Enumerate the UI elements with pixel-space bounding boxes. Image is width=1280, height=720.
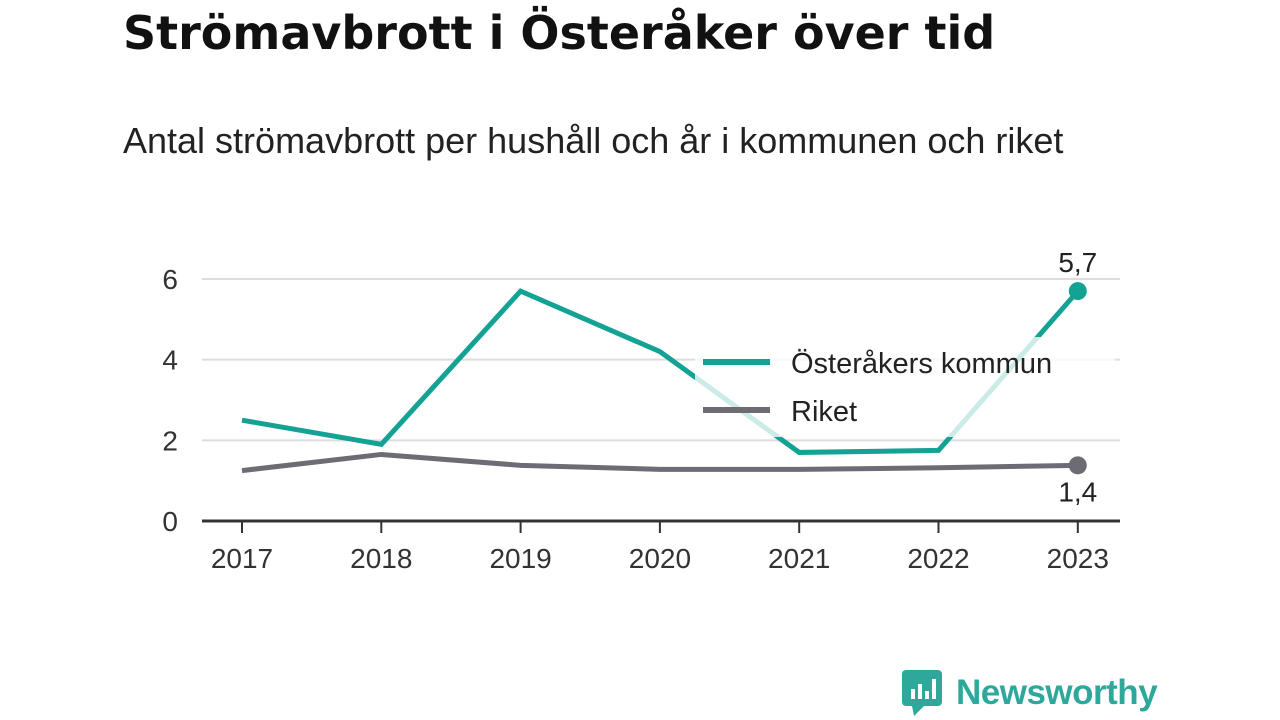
- chart-subtitle: Antal strömavbrott per hushåll och år i …: [123, 120, 1064, 161]
- legend-background: [695, 337, 1115, 437]
- end-marker: [1068, 456, 1087, 475]
- brand-name: Newsworthy: [956, 673, 1158, 712]
- x-tick-label: 2018: [350, 543, 412, 574]
- y-tick-label: 4: [162, 345, 178, 376]
- end-marker: [1068, 282, 1087, 301]
- chart-title: Strömavbrott i Österåker över tid: [123, 6, 996, 60]
- x-axis: 2017 2018 2019 2020 2021 2022 2023: [202, 519, 1120, 574]
- y-axis-ticks: 0 2 4 6: [162, 264, 178, 537]
- legend-label: Riket: [791, 396, 857, 428]
- y-tick-label: 0: [162, 506, 178, 537]
- legend-label: Österåkers kommun: [791, 348, 1052, 380]
- end-value-label: 1,4: [1058, 476, 1097, 507]
- x-tick-label: 2023: [1047, 543, 1109, 574]
- series-line-osteraker: [241, 288, 1080, 455]
- series-line-riket: [241, 451, 1078, 474]
- end-markers: 5,7 1,4: [1058, 247, 1097, 507]
- newsworthy-logo-icon: [902, 670, 942, 716]
- legend: Österåkers kommun Riket: [695, 337, 1115, 437]
- y-tick-label: 2: [162, 425, 178, 456]
- end-value-label: 5,7: [1058, 247, 1097, 278]
- x-tick-label: 2020: [629, 543, 691, 574]
- x-tick-label: 2017: [211, 543, 273, 574]
- series-lines: [241, 288, 1080, 474]
- x-tick-label: 2021: [768, 543, 830, 574]
- x-tick-label: 2019: [489, 543, 551, 574]
- y-tick-label: 6: [162, 264, 178, 295]
- x-tick-label: 2022: [907, 543, 969, 574]
- brand: Newsworthy: [902, 670, 1158, 716]
